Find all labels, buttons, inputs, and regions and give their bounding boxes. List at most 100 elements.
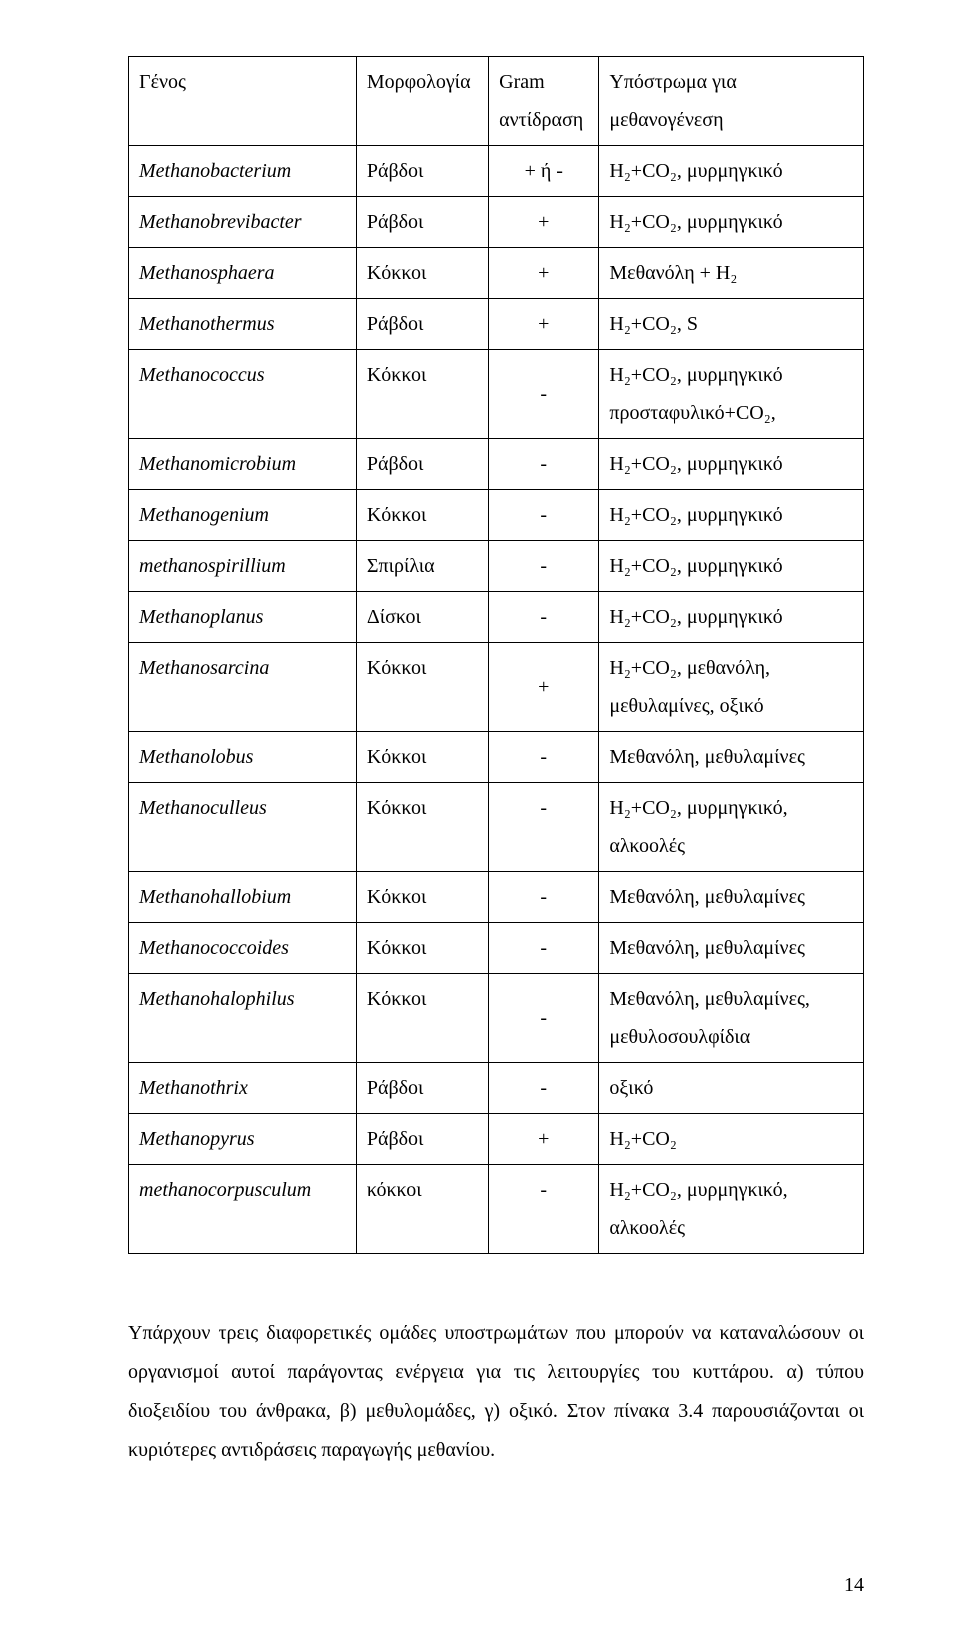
cell-genus: Methanothrix — [129, 1063, 357, 1114]
cell-substrate: H₂+CO₂, S — [599, 299, 864, 350]
cell-morphology: Ράβδοι — [356, 439, 488, 490]
cell-genus: Methanoplanus — [129, 592, 357, 643]
cell-gram: - — [489, 1165, 599, 1254]
cell-gram: - — [489, 592, 599, 643]
cell-morphology: Ράβδοι — [356, 1114, 488, 1165]
table-row: Methanoculleus Κόκκοι - H₂+CO₂, μυρμηγκι… — [129, 783, 864, 872]
cell-morphology: Ράβδοι — [356, 146, 488, 197]
cell-substrate: Μεθανόλη + H₂ — [599, 248, 864, 299]
cell-morphology: Δίσκοι — [356, 592, 488, 643]
cell-genus: Methanoculleus — [129, 783, 357, 872]
cell-gram: + — [489, 248, 599, 299]
cell-genus: Methanomicrobium — [129, 439, 357, 490]
cell-substrate: H₂+CO₂, μυρμηγκικό — [599, 592, 864, 643]
methanogens-table: Γένος Μορφολογία Gram αντίδραση Υπόστρωμ… — [128, 56, 864, 1254]
table-row: Methanobrevibacter Ράβδοι + H₂+CO₂, μυρμ… — [129, 197, 864, 248]
cell-gram: + — [489, 643, 599, 732]
cell-morphology: Κόκκοι — [356, 872, 488, 923]
table-header-row: Γένος Μορφολογία Gram αντίδραση Υπόστρωμ… — [129, 57, 864, 146]
cell-genus: Methanosphaera — [129, 248, 357, 299]
cell-substrate: H₂+CO₂, μυρμηγκικό — [599, 541, 864, 592]
cell-gram: + ή - — [489, 146, 599, 197]
cell-genus: Methanobacterium — [129, 146, 357, 197]
table-row: Methanococcus Κόκκοι - H₂+CO₂, μυρμηγκικ… — [129, 350, 864, 439]
table-row: Methanosarcina Κόκκοι + H₂+CO₂, μεθανόλη… — [129, 643, 864, 732]
header-gram-line2: αντίδραση — [499, 109, 583, 131]
cell-genus: Methanosarcina — [129, 643, 357, 732]
cell-gram: - — [489, 439, 599, 490]
table-row: Methanogenium Κόκκοι - H₂+CO₂, μυρμηγκικ… — [129, 490, 864, 541]
table-row: Methanomicrobium Ράβδοι - H₂+CO₂, μυρμηγ… — [129, 439, 864, 490]
cell-genus: methanocorpusculum — [129, 1165, 357, 1254]
table-row: Methanoplanus Δίσκοι - H₂+CO₂, μυρμηγκικ… — [129, 592, 864, 643]
table-row: Methanosphaera Κόκκοι + Μεθανόλη + H₂ — [129, 248, 864, 299]
header-genus: Γένος — [129, 57, 357, 146]
body-paragraph: Υπάρχουν τρεις διαφορετικές ομάδες υποστ… — [128, 1314, 864, 1470]
cell-morphology: Ράβδοι — [356, 197, 488, 248]
cell-substrate: H₂+CO₂, μυρμηγκικό — [599, 439, 864, 490]
cell-substrate: H₂+CO₂, μυρμηγκικό — [599, 490, 864, 541]
cell-substrate: H₂+CO₂, μεθανόλη, μεθυλαμίνες, οξικό — [599, 643, 864, 732]
table-row: Methanothrix Ράβδοι - οξικό — [129, 1063, 864, 1114]
cell-gram: - — [489, 872, 599, 923]
document-page: Γένος Μορφολογία Gram αντίδραση Υπόστρωμ… — [0, 0, 960, 1637]
cell-substrate: Μεθανόλη, μεθυλαμίνες — [599, 923, 864, 974]
header-gram: Gram αντίδραση — [489, 57, 599, 146]
cell-genus: Methanothermus — [129, 299, 357, 350]
header-substrate: Υπόστρωμα για μεθανογένεση — [599, 57, 864, 146]
cell-morphology: Κόκκοι — [356, 974, 488, 1063]
cell-gram: - — [489, 541, 599, 592]
table-row: Methanohallobium Κόκκοι - Μεθανόλη, μεθυ… — [129, 872, 864, 923]
cell-genus: Methanobrevibacter — [129, 197, 357, 248]
table-row: methanocorpusculum κόκκοι - H₂+CO₂, μυρμ… — [129, 1165, 864, 1254]
cell-genus: Methanolobus — [129, 732, 357, 783]
cell-substrate: H₂+CO₂ — [599, 1114, 864, 1165]
cell-morphology: Κόκκοι — [356, 923, 488, 974]
cell-substrate: Μεθανόλη, μεθυλαμίνες — [599, 732, 864, 783]
table-row: Methanobacterium Ράβδοι + ή - H₂+CO₂, μυ… — [129, 146, 864, 197]
table-row: Methanohalophilus Κόκκοι - Μεθανόλη, μεθ… — [129, 974, 864, 1063]
cell-morphology: Κόκκοι — [356, 490, 488, 541]
cell-substrate: H₂+CO₂, μυρμηγκικό — [599, 197, 864, 248]
cell-substrate: Μεθανόλη, μεθυλαμίνες, μεθυλοσουλφίδια — [599, 974, 864, 1063]
cell-gram: - — [489, 732, 599, 783]
cell-morphology: Κόκκοι — [356, 643, 488, 732]
cell-genus: Methanococcus — [129, 350, 357, 439]
table-row: Methanococcoides Κόκκοι - Μεθανόλη, μεθυ… — [129, 923, 864, 974]
table-row: Methanopyrus Ράβδοι + H₂+CO₂ — [129, 1114, 864, 1165]
cell-morphology: Κόκκοι — [356, 350, 488, 439]
header-morphology: Μορφολογία — [356, 57, 488, 146]
cell-morphology: Ράβδοι — [356, 299, 488, 350]
cell-morphology: Κόκκοι — [356, 783, 488, 872]
cell-substrate: H₂+CO₂, μυρμηγκικό, αλκοολές — [599, 783, 864, 872]
cell-gram: - — [489, 350, 599, 439]
cell-gram: - — [489, 974, 599, 1063]
cell-morphology: Ράβδοι — [356, 1063, 488, 1114]
cell-gram: + — [489, 299, 599, 350]
header-gram-line1: Gram — [499, 71, 545, 93]
cell-gram: + — [489, 197, 599, 248]
cell-substrate: H₂+CO₂, μυρμηγκικό — [599, 146, 864, 197]
cell-gram: - — [489, 1063, 599, 1114]
cell-genus: Methanococcoides — [129, 923, 357, 974]
cell-substrate: Μεθανόλη, μεθυλαμίνες — [599, 872, 864, 923]
cell-morphology: Σπιρίλια — [356, 541, 488, 592]
cell-genus: Methanohallobium — [129, 872, 357, 923]
cell-gram: - — [489, 490, 599, 541]
table-row: Methanolobus Κόκκοι - Μεθανόλη, μεθυλαμί… — [129, 732, 864, 783]
cell-gram: - — [489, 783, 599, 872]
cell-gram: - — [489, 923, 599, 974]
cell-substrate: οξικό — [599, 1063, 864, 1114]
cell-substrate: H₂+CO₂, μυρμηγκικό, αλκοολές — [599, 1165, 864, 1254]
cell-gram: + — [489, 1114, 599, 1165]
page-number: 14 — [844, 1574, 864, 1597]
cell-substrate: H₂+CO₂, μυρμηγκικό προσταφυλικό+CO₂, — [599, 350, 864, 439]
cell-genus: Methanohalophilus — [129, 974, 357, 1063]
cell-morphology: Κόκκοι — [356, 732, 488, 783]
cell-genus: Methanopyrus — [129, 1114, 357, 1165]
table-row: methanospirillium Σπιρίλια - H₂+CO₂, μυρ… — [129, 541, 864, 592]
table-row: Methanothermus Ράβδοι + H₂+CO₂, S — [129, 299, 864, 350]
cell-genus: methanospirillium — [129, 541, 357, 592]
cell-morphology: κόκκοι — [356, 1165, 488, 1254]
table-body: Methanobacterium Ράβδοι + ή - H₂+CO₂, μυ… — [129, 146, 864, 1254]
